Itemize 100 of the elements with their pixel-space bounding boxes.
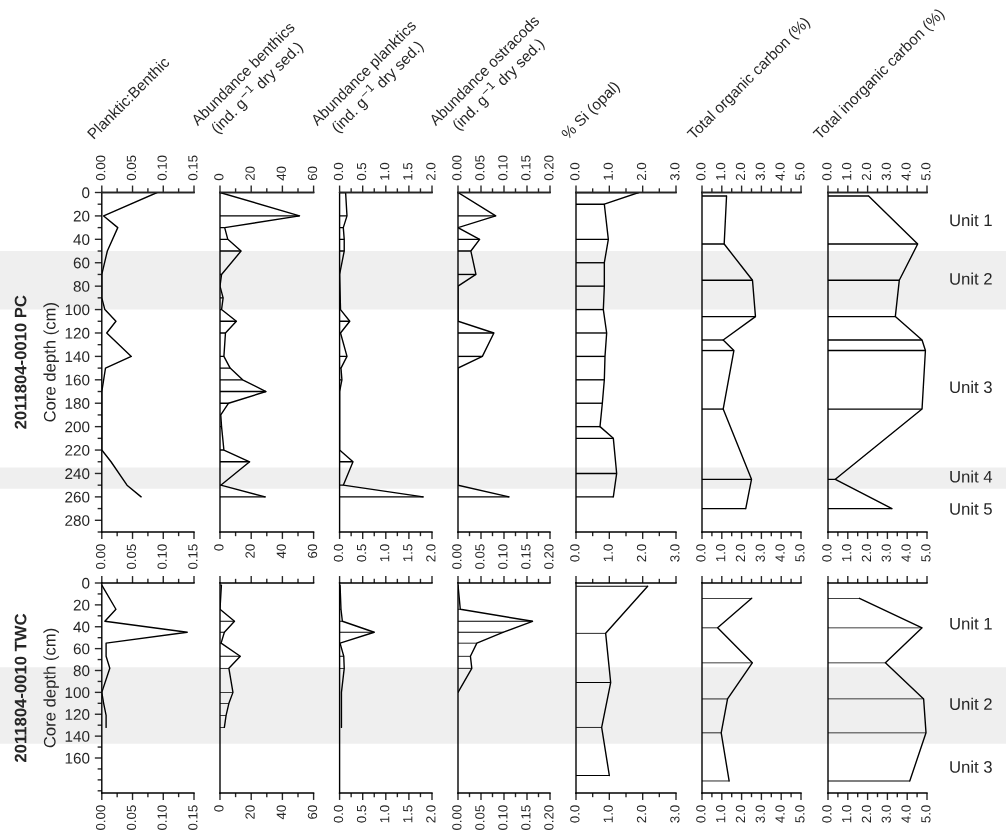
band-label: Unit 2 xyxy=(950,272,992,285)
x-tick-label: 0.10 xyxy=(157,805,167,830)
y-tick-label: 100 xyxy=(65,304,90,316)
y-axis-title: Core depth (cm) xyxy=(43,303,59,422)
x-tick-label: 0.05 xyxy=(126,544,137,569)
x-tick-label: 0.05 xyxy=(126,805,137,830)
x-tick-label: 5.0 xyxy=(795,805,805,823)
y-tick-label: 280 xyxy=(65,515,90,526)
x-tick-label: 0.0 xyxy=(570,805,580,823)
x-tick-label: 1.0 xyxy=(603,162,613,180)
y-tick-label: 20 xyxy=(73,210,90,222)
x-tick-label: 2.0 xyxy=(861,805,872,823)
x-tick-label: 4.0 xyxy=(775,805,785,823)
x-tick-label: 2.0 xyxy=(735,162,746,181)
y-tick-label: 80 xyxy=(73,281,90,292)
x-tick-label: 0.10 xyxy=(498,544,508,569)
y-tick-label: 0 xyxy=(82,187,90,199)
y-tick-label: 20 xyxy=(73,599,90,611)
y-tick-label: 80 xyxy=(73,665,90,677)
x-tick-label: 2.0 xyxy=(636,805,647,823)
band-label: Unit 2 xyxy=(950,697,992,710)
x-tick-label: 0.10 xyxy=(157,544,167,569)
x-tick-label: 0.15 xyxy=(521,544,531,569)
x-tick-label: 0.00 xyxy=(452,805,462,830)
x-tick-label: 0.15 xyxy=(188,544,198,569)
text: Unit 3 xyxy=(950,760,992,773)
y-tick-label: 120 xyxy=(65,709,90,720)
y-tick-label: 260 xyxy=(65,491,90,503)
x-tick-label: 2.0 xyxy=(426,805,436,823)
x-tick-label: 1.0 xyxy=(603,805,613,823)
x-tick-label: 5.0 xyxy=(921,162,931,181)
x-tick-label: 0.0 xyxy=(696,805,706,823)
text: 2011804-0010 TWC xyxy=(14,613,27,762)
x-tick-label: 0 xyxy=(214,805,224,812)
text: Unit 1 xyxy=(950,617,992,630)
x-tick-label: 1.0 xyxy=(380,544,390,562)
x-tick-label: 4.0 xyxy=(901,805,911,823)
text: Unit 1 xyxy=(950,214,992,227)
x-tick-label: 2.0 xyxy=(735,805,746,823)
x-tick-label: 1.0 xyxy=(716,162,726,180)
y-tick-label: 0 xyxy=(82,577,90,589)
x-tick-label: 60 xyxy=(307,166,318,181)
x-tick-label: 0.5 xyxy=(356,805,367,823)
x-tick-label: 0.00 xyxy=(96,544,106,569)
x-tick-label: 0.0 xyxy=(333,544,344,562)
x-tick-label: 4.0 xyxy=(901,162,911,181)
x-tick-label: 3.0 xyxy=(670,162,680,181)
x-tick-label: 20 xyxy=(245,805,255,819)
y-tick-label: 140 xyxy=(65,351,90,363)
x-tick-label: 0.05 xyxy=(475,805,485,830)
y-tick-label: 40 xyxy=(73,621,90,633)
x-tick-label: 3.0 xyxy=(670,805,680,823)
x-tick-label: 3.0 xyxy=(881,162,891,181)
y-tick-label: 240 xyxy=(65,468,90,480)
text: Unit 3 xyxy=(950,380,992,394)
x-tick-label: 3.0 xyxy=(755,162,765,181)
x-tick-label: 1.0 xyxy=(716,805,726,823)
y-tick-label: 160 xyxy=(65,752,90,764)
x-tick-label: 0 xyxy=(214,173,224,181)
x-tick-label: 0.0 xyxy=(822,162,832,181)
x-tick-label: 0.10 xyxy=(498,805,508,830)
x-tick-label: 0.5 xyxy=(356,544,367,562)
x-tick-label: 40 xyxy=(276,166,286,181)
x-tick-label: 0.0 xyxy=(822,805,832,823)
x-tick-label: 0.0 xyxy=(570,162,580,181)
y-tick-label: 160 xyxy=(65,374,90,386)
y-tick-label: 40 xyxy=(73,234,90,246)
x-tick-label: 0.05 xyxy=(475,544,485,569)
x-tick-label: 0.20 xyxy=(544,805,554,830)
x-tick-label: 40 xyxy=(276,805,286,820)
x-tick-label: 1.0 xyxy=(842,805,852,823)
y-tick-label: 140 xyxy=(65,730,90,742)
x-tick-label: 3.0 xyxy=(755,805,765,823)
x-tick-label: 1.0 xyxy=(380,805,390,823)
x-tick-label: 2.0 xyxy=(426,544,436,562)
x-tick-label: 1.0 xyxy=(842,162,852,180)
x-tick-label: 3.0 xyxy=(881,805,891,823)
x-tick-label: 0.00 xyxy=(452,544,462,569)
x-tick-label: 1.5 xyxy=(403,805,413,823)
x-tick-label: 60 xyxy=(307,805,318,819)
y-tick-label: 60 xyxy=(73,257,90,269)
x-tick-label: 20 xyxy=(245,166,255,181)
x-tick-label: 0.0 xyxy=(696,162,706,181)
y-tick-label: 120 xyxy=(65,327,90,339)
x-tick-label: 1.5 xyxy=(403,544,413,562)
band-label: Unit 4 xyxy=(950,470,993,483)
x-tick-label: 0.00 xyxy=(96,805,106,830)
y-tick-label: 220 xyxy=(65,444,90,456)
y-tick-label: 60 xyxy=(73,643,90,655)
x-tick-label: 5.0 xyxy=(921,805,931,823)
x-tick-label: 2.0 xyxy=(636,162,647,181)
x-tick-label: 4.0 xyxy=(775,162,785,181)
y-tick-label: 180 xyxy=(65,398,90,409)
x-tick-label: 0.20 xyxy=(544,544,554,569)
x-tick-label: 0.15 xyxy=(188,805,198,830)
text: 2011804-0010 PC xyxy=(14,295,27,429)
y-tick-label: 100 xyxy=(65,687,90,699)
x-tick-label: 0.15 xyxy=(521,805,531,830)
x-tick-label: 2.0 xyxy=(861,162,872,181)
x-tick-label: 5.0 xyxy=(795,162,805,181)
